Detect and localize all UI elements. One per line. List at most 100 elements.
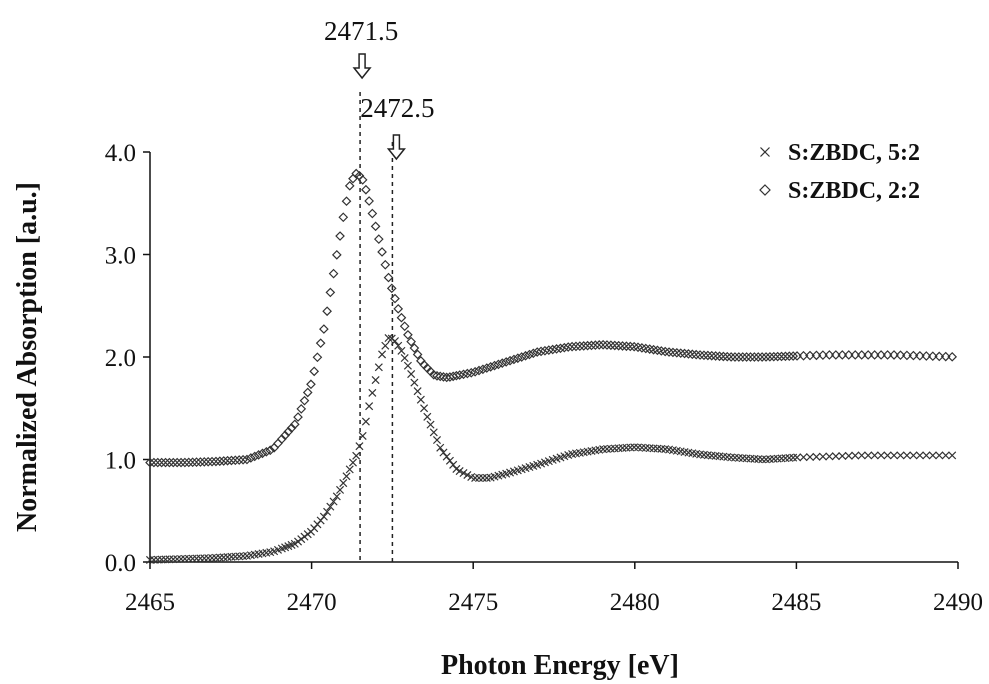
data-point	[528, 348, 539, 359]
data-point	[423, 412, 432, 421]
data-point	[377, 247, 387, 257]
x-tick-label: 2480	[610, 589, 660, 616]
data-point	[811, 350, 822, 361]
data-point	[758, 455, 767, 464]
data-point	[331, 249, 342, 260]
data-point	[378, 350, 387, 359]
data-point	[380, 259, 391, 270]
data-point	[547, 344, 558, 355]
data-point	[869, 350, 880, 360]
data-point	[420, 404, 429, 413]
data-point	[948, 451, 957, 460]
data-point	[609, 340, 620, 351]
data-point	[374, 363, 383, 372]
data-point	[788, 351, 799, 361]
data-point	[399, 321, 410, 332]
x-ticks: 2465 2470 2475 2480 2485 2490	[125, 562, 983, 616]
data-point	[818, 452, 827, 461]
annotation-label: 2472.5	[360, 93, 434, 123]
data-point	[160, 457, 171, 468]
legend: S:ZBDC, 5:2 S:ZBDC, 2:2	[759, 140, 920, 204]
data-point	[207, 456, 217, 467]
data-point	[214, 456, 225, 467]
data-point	[277, 434, 287, 444]
data-point	[176, 457, 186, 468]
y-tick-label: 0.0	[105, 550, 136, 577]
data-point	[289, 419, 300, 430]
legend-x-marker	[760, 147, 770, 157]
data-point	[825, 452, 834, 461]
data-point	[428, 369, 439, 380]
data-point	[172, 457, 182, 468]
data-point	[915, 350, 925, 361]
data-point	[226, 455, 237, 466]
data-point	[922, 451, 931, 460]
data-point	[299, 395, 310, 406]
data-point	[245, 453, 256, 463]
data-point	[384, 334, 393, 343]
data-point	[563, 342, 574, 352]
data-point	[792, 351, 802, 361]
data-point	[396, 312, 407, 323]
data-point	[302, 387, 313, 398]
data-point	[883, 451, 892, 460]
data-point	[454, 370, 465, 380]
data-point	[410, 378, 419, 387]
data-point	[902, 350, 912, 361]
data-point	[180, 457, 190, 468]
data-point	[373, 234, 384, 244]
data-point	[195, 457, 206, 467]
data-point	[699, 350, 709, 361]
data-point	[249, 451, 260, 462]
data-point	[386, 283, 397, 294]
data-point	[512, 353, 523, 364]
data-point	[323, 507, 332, 516]
data-point	[908, 350, 919, 361]
y-tick-label: 2.0	[105, 345, 136, 372]
data-point	[449, 460, 458, 469]
data-point	[370, 221, 381, 232]
data-point	[830, 350, 841, 360]
legend-item-1: S:ZBDC, 5:2	[760, 140, 920, 166]
data-point	[726, 352, 736, 362]
data-point	[621, 341, 632, 352]
data-point	[582, 340, 593, 351]
data-point	[757, 352, 767, 362]
data-point	[432, 371, 442, 381]
data-point	[864, 451, 873, 460]
data-point	[877, 451, 886, 460]
data-point	[555, 343, 566, 354]
data-point	[406, 336, 416, 347]
data-point	[462, 368, 473, 379]
data-point	[481, 363, 492, 373]
data-point	[679, 348, 690, 359]
data-point	[319, 512, 328, 521]
data-point	[567, 341, 577, 352]
data-point	[329, 497, 338, 506]
data-point	[442, 452, 451, 461]
data-point	[695, 350, 705, 360]
data-point	[896, 451, 905, 460]
data-point	[332, 492, 341, 501]
y-tick-label: 4.0	[105, 140, 136, 167]
data-point	[390, 337, 400, 346]
data-point	[306, 379, 316, 390]
data-point	[798, 350, 809, 361]
data-point	[368, 388, 377, 397]
data-point	[286, 423, 297, 433]
data-point	[602, 340, 612, 350]
data-point	[730, 352, 740, 362]
data-point	[403, 329, 413, 340]
data-point	[478, 473, 487, 482]
legend-diamond-marker	[759, 184, 771, 196]
data-point	[344, 180, 355, 191]
data-point	[489, 360, 500, 371]
data-point	[338, 212, 349, 223]
data-point	[551, 344, 562, 354]
data-point	[863, 350, 873, 360]
legend-label-1: S:ZBDC, 5:2	[788, 140, 920, 166]
data-point	[935, 451, 944, 460]
data-point	[445, 456, 454, 465]
x-axis-title: Photon Energy [eV]	[441, 650, 679, 681]
data-point	[941, 451, 950, 460]
